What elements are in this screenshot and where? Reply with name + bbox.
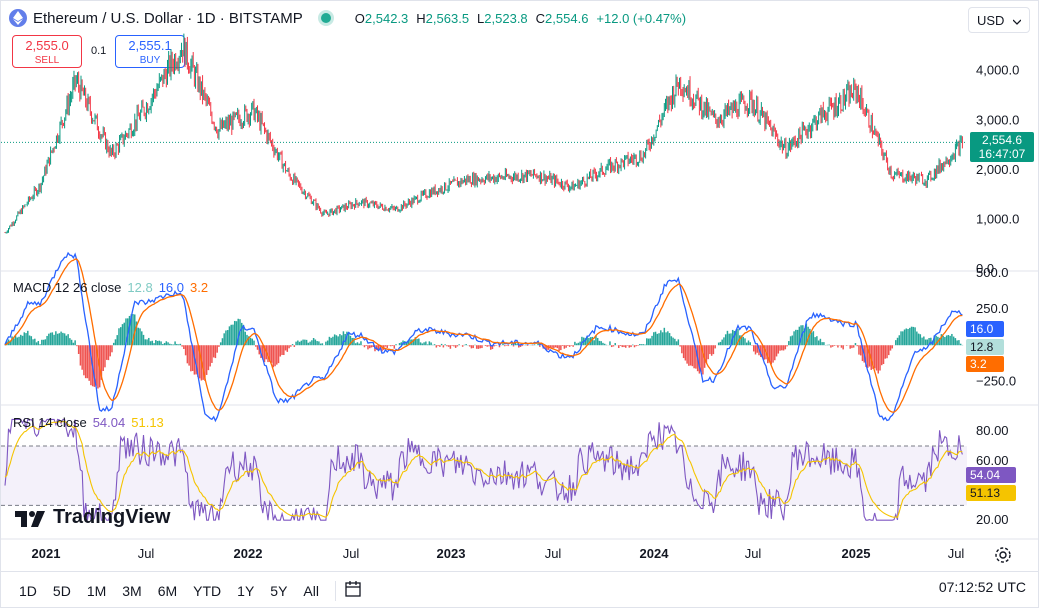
signal-line (4, 258, 963, 413)
range-6m[interactable]: 6M (157, 582, 178, 599)
time-axis-label: Jul (948, 546, 965, 561)
sell-button[interactable]: 2,555.0 SELL (12, 35, 82, 68)
macd-tick: −250.0 (976, 373, 1016, 388)
candles-group (4, 33, 963, 234)
time-axis-label: Jul (138, 546, 155, 561)
time-axis-label: Jul (545, 546, 562, 561)
price-tick: 2,000.0 (976, 162, 1019, 177)
range-1d[interactable]: 1D (19, 582, 37, 599)
symbol-title[interactable]: Ethereum / U.S. Dollar · 1D · BITSTAMP (33, 9, 303, 27)
range-5d[interactable]: 5D (52, 582, 71, 599)
rsi-legend: RSI 14 close 54.04 51.13 (13, 415, 164, 430)
symbol-header: Ethereum / U.S. Dollar · 1D · BITSTAMP O… (9, 7, 686, 29)
rsi-tick: 20.00 (976, 512, 1009, 527)
price-tick: 0.0 (976, 261, 994, 276)
tradingview-logo: TradingView (15, 506, 170, 529)
macd-tick: 250.0 (976, 301, 1009, 316)
spread-value: 0.1 (91, 45, 107, 57)
utc-clock[interactable]: 07:12:52 UTC (938, 579, 1026, 595)
price-tick: 1,000.0 (976, 211, 1019, 226)
price-tick: 3,000.0 (976, 112, 1019, 127)
rsi-ma-tag: 51.13 (966, 485, 1016, 501)
range-all[interactable]: All (303, 582, 319, 599)
time-axis-label: 2023 (437, 546, 466, 561)
rsi-tick: 80.00 (976, 423, 1009, 438)
time-axis-label: 2022 (234, 546, 263, 561)
range-ytd[interactable]: YTD (193, 582, 222, 599)
rsi-line (4, 417, 963, 521)
time-axis-label: Jul (745, 546, 762, 561)
time-axis-label: Jul (343, 546, 360, 561)
rsi-tick: 60.00 (976, 453, 1009, 468)
rsi-tag: 54.04 (966, 467, 1016, 483)
range-1m[interactable]: 1M (86, 582, 107, 599)
time-axis-label: 2025 (842, 546, 871, 561)
currency-select[interactable]: USD (968, 7, 1030, 33)
ethereum-icon (9, 9, 27, 27)
rsi-ma-line (4, 420, 963, 518)
date-range-icon[interactable] (344, 580, 364, 601)
macd-tick: 500.0 (976, 265, 1009, 280)
gear-icon[interactable] (994, 546, 1012, 564)
range-3m[interactable]: 3M (122, 582, 142, 599)
histogram-tag: 12.8 (966, 339, 1004, 355)
macd-legend: MACD 12 26 close 12.8 16.0 3.2 (13, 280, 209, 295)
chevron-down-icon (1012, 13, 1022, 28)
last-price-tag: 2,554.6 16:47:07 (970, 132, 1034, 162)
range-1y[interactable]: 1Y (237, 582, 255, 599)
toolbar-divider (334, 580, 336, 601)
signal-tag: 3.2 (966, 356, 1004, 372)
ohlc-values: O2,542.3 H2,563.5 L2,523.8 C2,554.6 +12.… (354, 10, 687, 26)
time-axis-label: 2021 (32, 546, 61, 561)
price-tick: 4,000.0 (976, 63, 1019, 78)
tradingview-logo-icon (15, 510, 45, 527)
macd-line (4, 251, 963, 423)
time-axis-label: 2024 (640, 546, 670, 561)
buy-button[interactable]: 2,555.1 BUY (115, 35, 185, 68)
range-5y[interactable]: 5Y (270, 582, 288, 599)
macd-tag: 16.0 (966, 321, 1004, 337)
market-status-dot (320, 13, 331, 23)
bottom-toolbar: 1D 5D 1M 3M 6M YTD 1Y 5Y All (1, 571, 1039, 608)
